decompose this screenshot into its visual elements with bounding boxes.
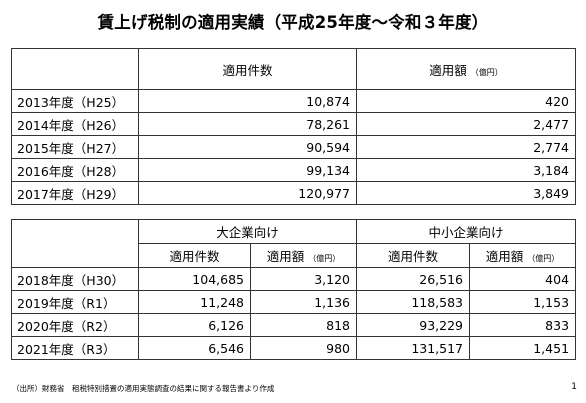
table-row: 2014年度（H26） 78,261 2,477 bbox=[11, 112, 576, 136]
large-amount-cell: 1,136 bbox=[249, 290, 358, 314]
table-group-header-row: 大企業向け 中小企業向け bbox=[11, 219, 577, 268]
year-cell: 2018年度（H30） bbox=[11, 267, 139, 291]
sme-amount-cell: 1,451 bbox=[469, 336, 577, 360]
header-large-amount: 適用額 （億円） bbox=[249, 243, 358, 268]
header-count: 適用件数 bbox=[138, 48, 357, 90]
header-blank-cell bbox=[11, 219, 139, 268]
page-number: 1 bbox=[571, 382, 577, 392]
header-amount-label: 適用額 bbox=[485, 249, 524, 264]
header-large-count: 適用件数 bbox=[138, 243, 251, 268]
year-cell: 2021年度（R3） bbox=[11, 336, 139, 360]
table-row: 2017年度（H29） 120,977 3,849 bbox=[11, 181, 576, 205]
table-row: 2018年度（H30） 104,685 3,120 26,516 404 bbox=[11, 267, 577, 291]
count-cell: 120,977 bbox=[138, 181, 357, 205]
page-title: 賃上げ税制の適用実績（平成25年度～令和３年度） bbox=[97, 13, 489, 32]
year-cell: 2013年度（H25） bbox=[11, 89, 139, 113]
year-cell: 2020年度（R2） bbox=[11, 313, 139, 337]
year-cell: 2017年度（H29） bbox=[11, 181, 139, 205]
count-cell: 78,261 bbox=[138, 112, 357, 136]
header-blank-cell bbox=[11, 48, 139, 90]
table-header-row: 適用件数 適用額 （億円） bbox=[11, 48, 576, 90]
count-cell: 10,874 bbox=[138, 89, 357, 113]
source-note: （出所）財務省 租税特別措置の適用実態調査の結果に関する報告書より作成 bbox=[12, 384, 275, 393]
table-row: 2013年度（H25） 10,874 420 bbox=[11, 89, 576, 113]
sme-count-cell: 26,516 bbox=[356, 267, 471, 291]
table-row: 2019年度（R1） 11,248 1,136 118,583 1,153 bbox=[11, 290, 577, 314]
header-sme-amount: 適用額 （億円） bbox=[469, 243, 577, 268]
group-header-sme: 中小企業向け bbox=[356, 219, 577, 244]
header-sme-count: 適用件数 bbox=[356, 243, 471, 268]
header-amount-unit: （億円） bbox=[470, 67, 503, 77]
results-table-2013-2017: 適用件数 適用額 （億円） 2013年度（H25） 10,874 420 2014… bbox=[11, 48, 576, 205]
header-amount-label: 適用額 bbox=[429, 62, 467, 78]
table-row: 2021年度（R3） 6,546 980 131,517 1,451 bbox=[11, 336, 577, 360]
sme-count-cell: 131,517 bbox=[356, 336, 471, 360]
table-row: 2016年度（H28） 99,134 3,184 bbox=[11, 158, 576, 182]
table-row: 2015年度（H27） 90,594 2,774 bbox=[11, 135, 576, 159]
large-amount-cell: 3,120 bbox=[249, 267, 358, 291]
amount-cell: 3,184 bbox=[356, 158, 576, 182]
table-header-row: 適用件数 適用額 （億円） 適用件数 適用額 （億円） bbox=[12, 243, 577, 268]
amount-cell: 420 bbox=[356, 89, 576, 113]
year-cell: 2015年度（H27） bbox=[11, 135, 139, 159]
large-count-cell: 6,126 bbox=[138, 313, 251, 337]
sme-count-cell: 118,583 bbox=[356, 290, 471, 314]
sme-count-cell: 93,229 bbox=[356, 313, 471, 337]
header-amount-unit: （億円） bbox=[527, 254, 560, 263]
sme-amount-cell: 1,153 bbox=[469, 290, 577, 314]
year-cell: 2016年度（H28） bbox=[11, 158, 139, 182]
large-amount-cell: 980 bbox=[249, 336, 358, 360]
amount-cell: 2,774 bbox=[356, 135, 576, 159]
large-amount-cell: 818 bbox=[249, 313, 358, 337]
amount-cell: 3,849 bbox=[356, 181, 576, 205]
amount-cell: 2,477 bbox=[356, 112, 576, 136]
count-cell: 99,134 bbox=[138, 158, 357, 182]
table-row: 2020年度（R2） 6,126 818 93,229 833 bbox=[11, 313, 577, 337]
count-cell: 90,594 bbox=[138, 135, 357, 159]
year-cell: 2019年度（R1） bbox=[11, 290, 139, 314]
results-table-2018-2021: 大企業向け 中小企業向け 適用件数 適用額 （億円） 適用件数 適用額 （億円） 2… bbox=[11, 219, 577, 360]
sme-amount-cell: 404 bbox=[469, 267, 577, 291]
large-count-cell: 104,685 bbox=[138, 267, 251, 291]
large-count-cell: 11,248 bbox=[138, 290, 251, 314]
sme-amount-cell: 833 bbox=[469, 313, 577, 337]
header-amount: 適用額 （億円） bbox=[356, 48, 576, 90]
group-header-large: 大企業向け bbox=[137, 219, 358, 244]
header-amount-unit: （億円） bbox=[308, 254, 341, 263]
year-cell: 2014年度（H26） bbox=[11, 112, 139, 136]
header-amount-label: 適用額 bbox=[266, 249, 305, 264]
large-count-cell: 6,546 bbox=[138, 336, 251, 360]
